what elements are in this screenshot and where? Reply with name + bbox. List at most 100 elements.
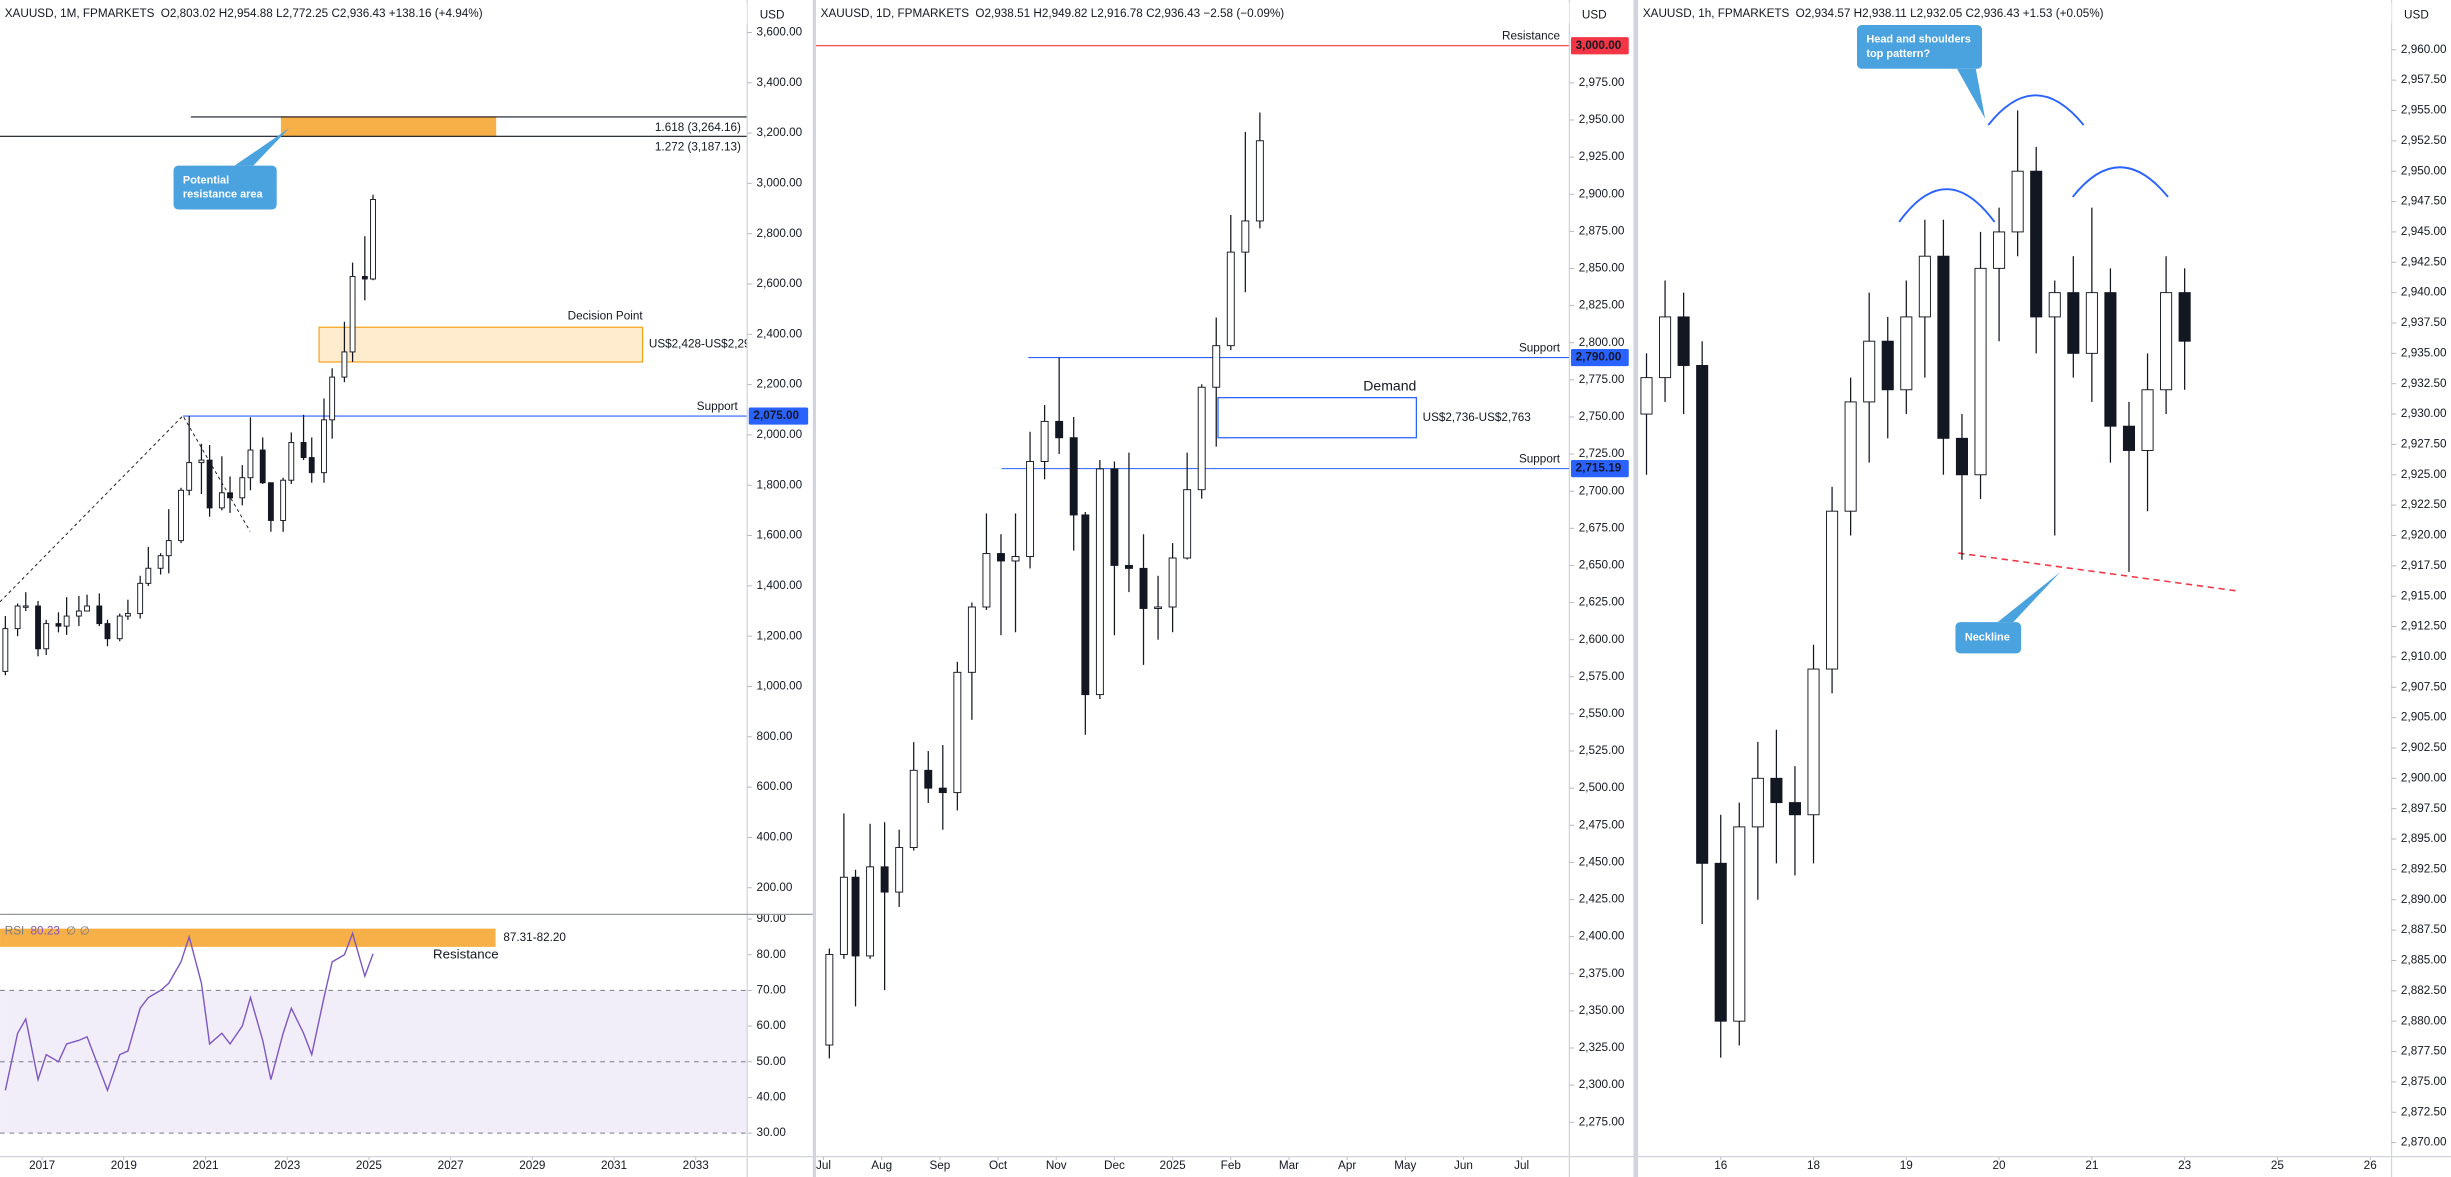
y-tick-label: 2,877.50: [2401, 1045, 2447, 1058]
header-bg: [0, 3, 748, 24]
y-tick-label: 2,200.00: [757, 378, 803, 391]
right-shoulder-arc: [2071, 166, 2169, 198]
candle-body: [825, 953, 834, 1046]
rsi-line: [4, 931, 374, 1093]
candle-body: [63, 615, 70, 627]
chart-header: XAUUSD, 1D, FPMARKETS O2,938.51 H2,949.82…: [821, 7, 1285, 20]
x-tick-label: 2029: [519, 1159, 545, 1172]
callout-bubble: [1856, 25, 1983, 69]
candle-body: [2085, 292, 2098, 354]
y-tick-label: 2,925.00: [2401, 468, 2447, 481]
candle-body: [157, 555, 164, 569]
candle-body: [2048, 292, 2061, 318]
zone-note: US$2,736-US$2,763: [1423, 411, 1531, 424]
candle-body: [341, 351, 348, 378]
candle-body: [1863, 340, 1876, 403]
y-tick-label: 2,400.00: [757, 327, 803, 340]
candle-body: [1226, 251, 1235, 347]
ohlc-values: O2,803.02 H2,954.88 L2,772.25 C2,936.43 …: [161, 7, 483, 20]
y-tick-label: 2,895.00: [2401, 832, 2447, 845]
y-tick-label: 2,300.00: [1579, 1078, 1625, 1091]
x-tick-label: 2033: [683, 1159, 709, 1172]
callout-text: Neckline: [1965, 632, 2010, 644]
price-axis-bg: [2391, 0, 2451, 1157]
x-tick-label: 19: [1900, 1159, 1913, 1172]
candle-body: [104, 623, 111, 640]
candle-body: [1255, 140, 1264, 222]
y-tick-label: 2,922.50: [2401, 498, 2447, 511]
candle-body: [1212, 345, 1221, 388]
candle-body: [14, 605, 21, 630]
rsi-annotation: Resistance: [433, 947, 499, 962]
rsi-zone: [0, 928, 496, 947]
y-tick-label: 2,935.00: [2401, 346, 2447, 359]
y-tick-label: 2,825.00: [1579, 299, 1625, 312]
x-tick-label: May: [1394, 1159, 1416, 1172]
x-tick-label: 2025: [1160, 1159, 1187, 1172]
candle-body: [288, 442, 295, 481]
y-tick-label: 2,955.00: [2401, 104, 2447, 117]
y-tick-label: 2,940.00: [2401, 286, 2447, 299]
candle-body: [1770, 777, 1783, 804]
y-tick-label: 2,915.00: [2401, 589, 2447, 602]
candle-body: [2141, 389, 2154, 451]
x-tick-label: 2023: [274, 1159, 300, 1172]
y-tick-label: 2,942.50: [2401, 255, 2447, 268]
candle-body: [259, 449, 266, 484]
candle-body: [1788, 802, 1801, 816]
candle-body: [938, 787, 947, 794]
candle-body: [2178, 292, 2191, 342]
candle-body: [1807, 668, 1820, 816]
price-axis-bg: [747, 0, 813, 915]
y-tick-label: 2,927.50: [2401, 438, 2447, 451]
candle-body: [227, 492, 233, 499]
candle-body: [1183, 489, 1192, 559]
candle-body: [178, 489, 184, 542]
x-tick-label: Feb: [1221, 1159, 1242, 1172]
level-text: Support: [1519, 452, 1561, 465]
candle-body: [2067, 292, 2080, 354]
candle-body: [84, 605, 90, 612]
rsi-tick-label: 90.00: [757, 912, 787, 925]
candle-body: [55, 623, 62, 627]
rsi-tick-label: 80.00: [757, 948, 787, 961]
x-tick-label: Sep: [929, 1159, 950, 1172]
candle-body: [186, 462, 193, 491]
candle-body: [880, 866, 889, 893]
level-text: Support: [1519, 341, 1561, 354]
price-label: 2,075.00: [753, 409, 799, 422]
y-tick-label: 2,945.00: [2401, 225, 2447, 238]
candle-body: [247, 449, 254, 479]
y-tick-label: 2,475.00: [1579, 818, 1625, 831]
candle-body: [1026, 461, 1035, 557]
y-tick-label: 1,000.00: [757, 680, 803, 693]
candle-body: [1055, 420, 1064, 439]
candle-body: [206, 459, 213, 509]
x-tick-label: 21: [2085, 1159, 2098, 1172]
y-tick-label: 2,932.50: [2401, 377, 2447, 390]
y-tick-label: 800.00: [757, 730, 793, 743]
x-tick-label: 2027: [438, 1159, 464, 1172]
y-tick-label: 2,900.00: [1579, 187, 1625, 200]
candle-body: [165, 540, 172, 557]
y-tick-label: 2,800.00: [757, 227, 803, 240]
y-tick-label: 2,870.00: [2401, 1136, 2447, 1149]
candle-body: [2122, 425, 2136, 451]
y-tick-label: 2,882.50: [2401, 984, 2447, 997]
rsi-value: 80.23: [31, 925, 60, 938]
y-tick-label: 2,900.00: [2401, 771, 2447, 784]
callout-pointer: [1997, 572, 2061, 623]
y-tick-label: 2,425.00: [1579, 893, 1625, 906]
y-tick-label: 2,525.00: [1579, 744, 1625, 757]
y-tick-label: 2,925.00: [1579, 150, 1625, 163]
y-tick-label: 2,775.00: [1579, 373, 1625, 386]
candle-body: [1659, 316, 1672, 379]
y-tick-label: 2,897.50: [2401, 802, 2447, 815]
candle-body: [361, 275, 368, 280]
candle-body: [1168, 557, 1177, 608]
callout-text: top pattern?: [1866, 48, 1930, 60]
y-tick-label: 2,905.00: [2401, 711, 2447, 724]
y-tick-label: 2,885.00: [2401, 954, 2447, 967]
currency-label: USD: [760, 9, 785, 22]
